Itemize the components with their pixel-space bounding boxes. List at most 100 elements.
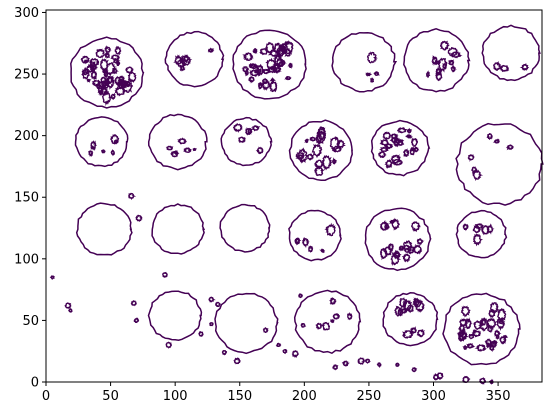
contour-speck	[110, 92, 116, 100]
stray-speck	[162, 271, 168, 278]
contour-speck	[465, 342, 476, 349]
contour-group-14	[151, 203, 206, 255]
y-tick-label: 200	[14, 129, 39, 144]
contour-speck	[101, 90, 112, 107]
contour-speck	[100, 58, 109, 71]
contour-speck	[127, 71, 137, 83]
contour-ring-9	[220, 116, 273, 167]
stray-speck	[282, 348, 288, 355]
contour-speck	[252, 48, 258, 54]
contour-speck	[490, 339, 499, 346]
contour-speck	[447, 46, 458, 57]
contour-speck	[125, 66, 134, 74]
contour-speck	[321, 155, 334, 171]
contour-speck	[414, 299, 425, 313]
contour-speck	[474, 344, 487, 352]
stray-speck	[221, 349, 228, 356]
contour-group-2	[164, 30, 225, 88]
plot-frame	[45, 9, 543, 383]
contour-ring-5	[403, 28, 471, 93]
contour-speck	[390, 251, 402, 266]
stray-speck	[436, 372, 444, 381]
y-tick-label: 150	[14, 191, 39, 206]
contour-group-1	[70, 36, 145, 109]
contour-speck	[90, 69, 98, 81]
stray-speck	[262, 327, 269, 334]
contour-group-18	[455, 209, 508, 259]
stray-speck	[209, 322, 214, 327]
contour-speck	[462, 344, 468, 351]
contour-speck	[387, 242, 395, 252]
contour-speck	[269, 76, 277, 83]
contour-speck	[287, 62, 293, 69]
contour-speck	[309, 136, 317, 142]
contour-speck	[314, 165, 325, 177]
contour-speck	[82, 70, 89, 76]
contour-speck	[382, 131, 392, 141]
contour-ring-10	[288, 119, 353, 182]
stray-speck	[198, 330, 204, 338]
contour-speck	[180, 54, 193, 66]
contour-speck	[261, 77, 269, 85]
contour-speck	[403, 148, 410, 158]
contour-group-11	[370, 119, 431, 177]
contour-speck	[401, 253, 411, 263]
contour-speck	[86, 78, 92, 83]
contour-ring-11	[370, 119, 431, 177]
stray-speck	[135, 214, 143, 222]
contour-speck	[284, 76, 292, 81]
contour-speck	[242, 52, 254, 62]
contour-speck	[494, 329, 502, 337]
contour-speck	[492, 138, 501, 144]
contour-ring-8	[147, 113, 208, 171]
contour-speck	[468, 333, 475, 340]
stray-speck	[128, 192, 137, 201]
contour-speck	[406, 304, 415, 314]
contour-speck	[434, 59, 441, 65]
contour-speck	[259, 47, 269, 56]
contour-speck	[307, 153, 315, 161]
contour-speck	[257, 82, 264, 87]
contour-group-17	[364, 207, 432, 272]
contour-speck	[442, 62, 447, 70]
contour-ring-2	[164, 30, 225, 88]
contour-speck	[118, 75, 125, 83]
contour-speck	[407, 244, 416, 255]
stray-speck	[130, 300, 138, 307]
contour-speck	[311, 142, 323, 159]
contour-speck	[396, 126, 408, 134]
contour-speck	[394, 305, 403, 317]
contour-speck	[411, 220, 421, 233]
contour-ring-4	[331, 31, 398, 93]
contour-speck	[498, 319, 505, 325]
contour-speck	[265, 57, 277, 71]
contour-speck	[113, 138, 120, 145]
contour-group-6	[481, 24, 541, 82]
contour-speck	[207, 47, 215, 53]
contour-speck	[499, 64, 510, 73]
stray-speck	[364, 358, 371, 364]
stray-speck	[67, 307, 73, 313]
contour-speck	[183, 146, 193, 153]
contour-speck	[111, 67, 119, 75]
contour-speck	[460, 305, 471, 318]
stray-speck	[376, 362, 382, 369]
contour-speck	[486, 317, 497, 330]
contour-speck	[301, 237, 310, 249]
stray-speck	[341, 360, 350, 367]
contour-speck	[486, 223, 495, 235]
contour-speck	[412, 297, 420, 308]
contour-speck	[314, 159, 325, 169]
contour-speck	[519, 62, 530, 71]
contour-ring-12	[455, 122, 544, 206]
contour-ring-22	[382, 292, 439, 347]
contour-speck	[450, 64, 457, 73]
contour-speck	[365, 72, 373, 77]
contour-speck	[462, 223, 469, 232]
contour-speck	[447, 59, 455, 66]
contour-speck	[495, 334, 500, 340]
contour-speck	[238, 136, 246, 144]
contour-speck	[437, 57, 448, 73]
contour-speck	[276, 46, 288, 56]
contour-group-20	[214, 292, 279, 355]
